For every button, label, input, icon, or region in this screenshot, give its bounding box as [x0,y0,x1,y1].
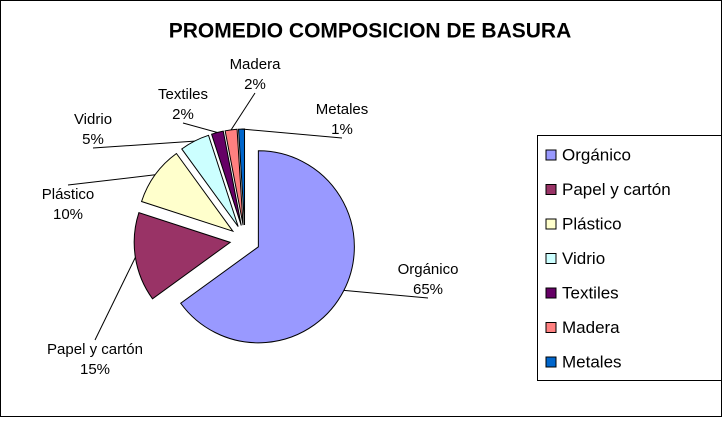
data-label-name: Papel y cartón [47,341,143,358]
data-label: 5% [82,131,104,148]
data-label: 15% [80,361,110,378]
legend-swatch [545,149,557,161]
leader-line [182,122,218,133]
leader-line [94,257,136,341]
legend-box [537,135,722,381]
legend-label: Papel y cartón [562,180,671,199]
legend-swatch [545,218,557,230]
pie-slice [210,130,242,226]
legend-swatch [545,322,557,333]
leader-line [230,92,256,131]
data-label: 2% [172,106,194,123]
data-label: 2% [244,76,266,93]
legend-swatch [545,356,557,368]
data-label-name: Vidrio [74,111,112,128]
legend-label: Orgánico [562,145,631,164]
legend-swatch [545,287,557,299]
leader-line [67,174,156,186]
legend-label: Madera [562,318,620,337]
legend-label: Metales [562,352,622,371]
data-label-name: Metales [316,101,369,118]
leader-line [343,289,429,299]
data-label: 1% [331,121,353,138]
leader-line [241,128,343,139]
pie-slice [181,134,239,227]
legend-label: Plástico [562,214,622,233]
data-label: 10% [53,206,83,223]
legend-label: Textiles [562,283,619,302]
data-label: 65% [413,281,443,298]
pie-slice [179,150,355,344]
pie-slice [224,128,244,226]
data-label-name: Textiles [158,86,208,103]
data-label-name: Madera [230,56,282,73]
chart-title: PROMEDIO COMPOSICION DE BASURA [169,20,572,43]
data-label-name: Orgánico [398,261,459,278]
data-label-name: Plástico [42,186,95,203]
legend-swatch [545,184,557,195]
legend-label: Vidrio [562,249,605,268]
legend-swatch [545,253,557,264]
leader-line [92,140,195,149]
